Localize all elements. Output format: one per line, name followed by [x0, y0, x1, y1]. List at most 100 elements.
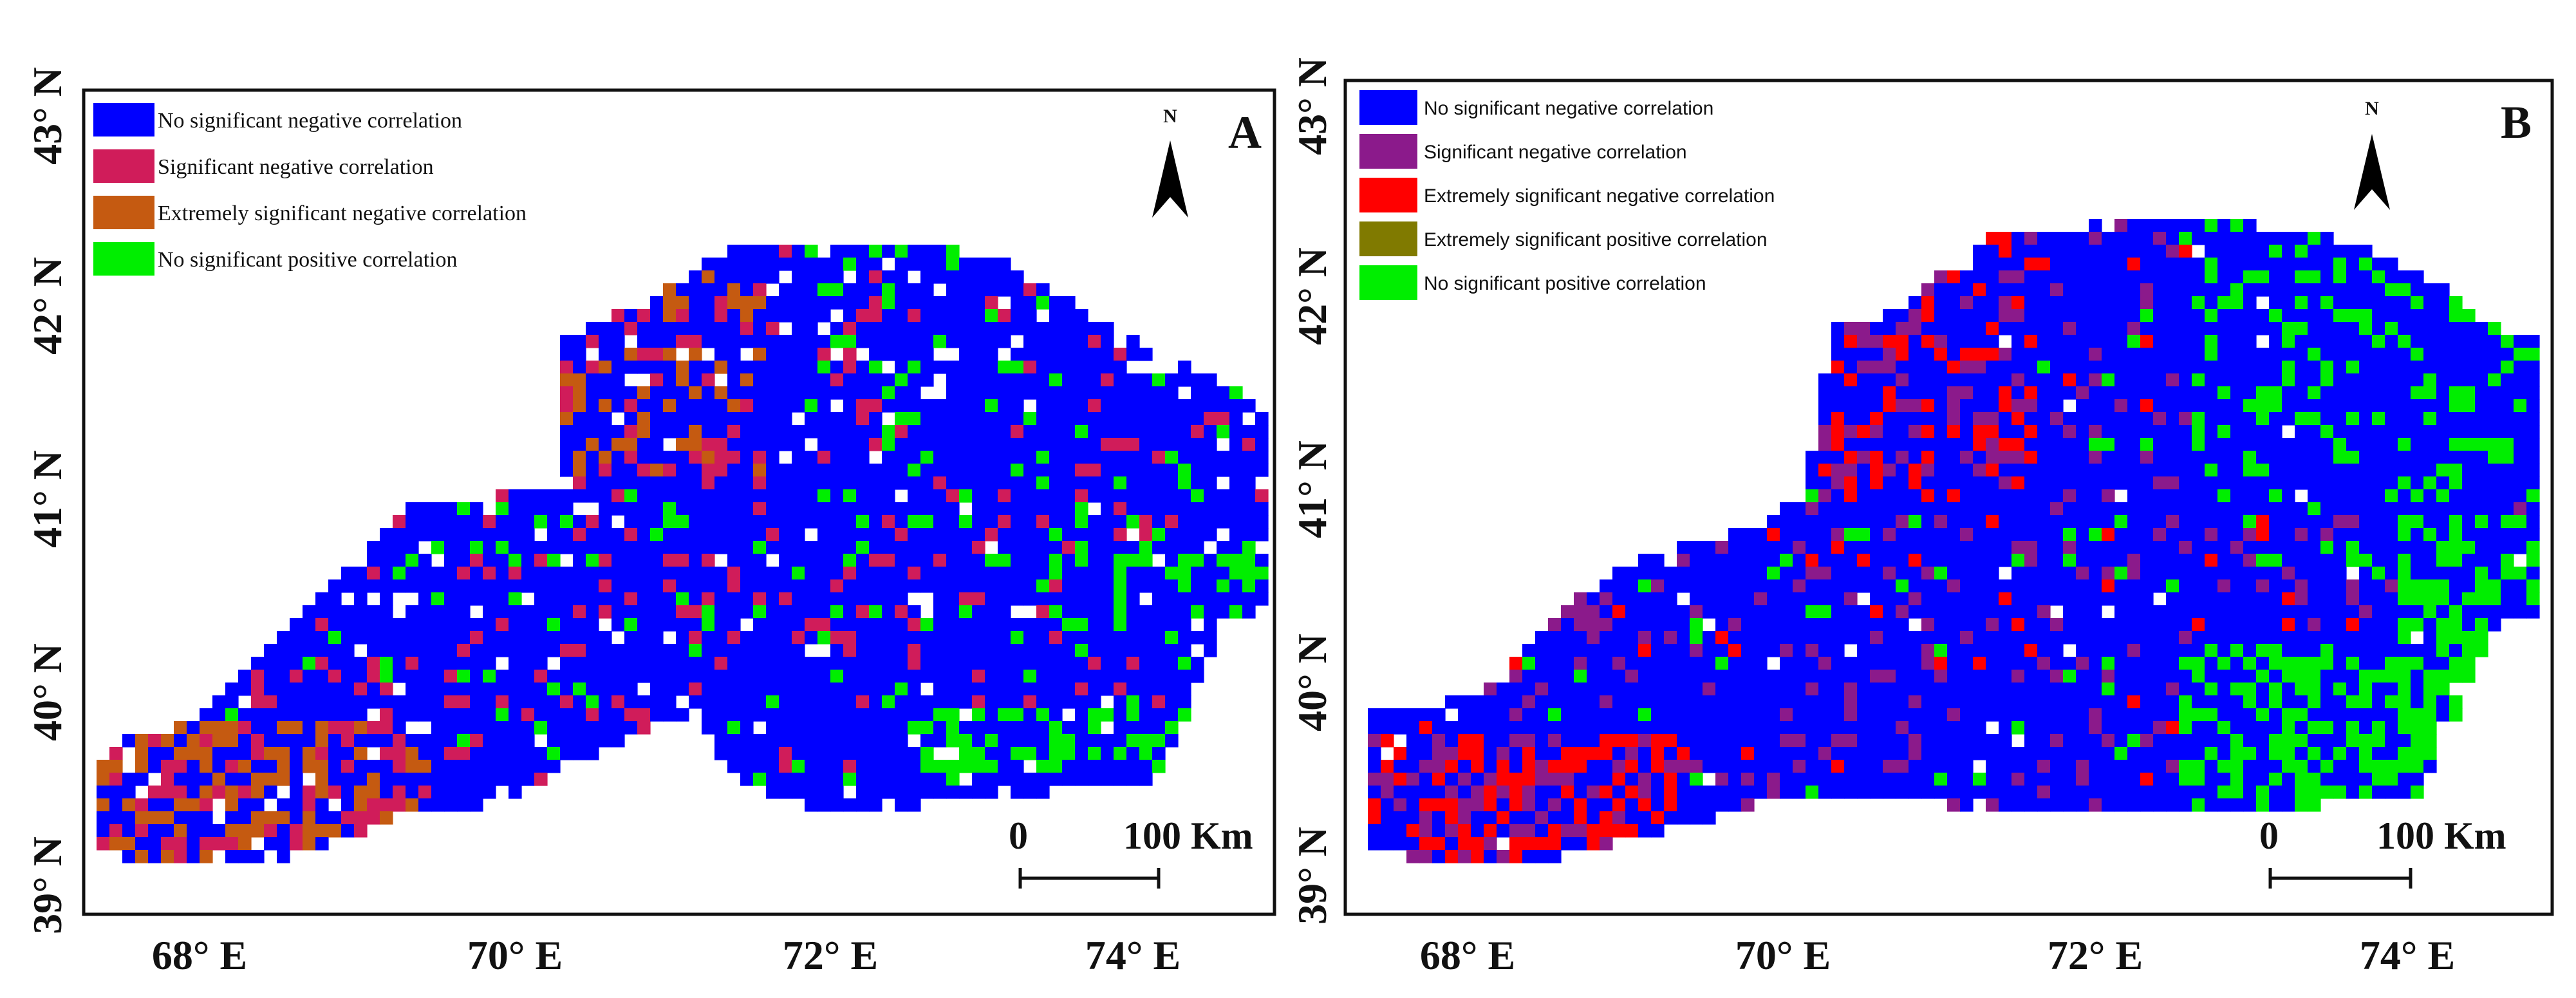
- raster-cell: [2076, 605, 2089, 619]
- raster-cell: [586, 373, 599, 387]
- raster-cell: [1715, 683, 1729, 696]
- raster-cell: [1101, 747, 1114, 760]
- raster-cell: [714, 515, 728, 529]
- raster-cell: [1999, 708, 2012, 722]
- raster-cell: [1011, 541, 1024, 554]
- raster-cell: [1831, 644, 1845, 657]
- raster-cell: [148, 811, 162, 825]
- raster-cell: [714, 399, 728, 413]
- raster-cell: [1960, 695, 1974, 709]
- raster-cell: [1960, 322, 1974, 335]
- raster-cell: [611, 657, 625, 670]
- raster-cell: [2192, 554, 2205, 567]
- raster-cell: [805, 335, 818, 348]
- raster-cell: [599, 322, 612, 335]
- raster-cell: [2102, 283, 2115, 297]
- raster-cell: [727, 515, 741, 529]
- raster-cell: [1857, 348, 1871, 361]
- raster-cell: [1831, 476, 1845, 490]
- raster-cell: [1999, 438, 2012, 451]
- raster-cell: [1844, 528, 1858, 541]
- raster-cell: [187, 760, 200, 773]
- raster-cell: [1114, 579, 1127, 593]
- raster-cell: [702, 425, 715, 438]
- raster-cell: [611, 734, 625, 748]
- raster-cell: [998, 721, 1011, 735]
- raster-cell: [779, 348, 792, 361]
- raster-cell: [830, 567, 844, 580]
- raster-cell: [1690, 811, 1703, 825]
- raster-cell: [1126, 644, 1140, 657]
- raster-cell: [1023, 412, 1037, 426]
- raster-cell: [1896, 618, 1909, 632]
- raster-cell: [972, 683, 985, 696]
- raster-cell: [2243, 245, 2257, 258]
- raster-cell: [1921, 296, 1935, 310]
- raster-cell: [1368, 824, 1381, 838]
- raster-cell: [2037, 798, 2051, 812]
- raster-cell: [1075, 579, 1088, 593]
- raster-cell: [1406, 721, 1420, 735]
- raster-cell: [1767, 605, 1780, 619]
- raster-cell: [2011, 361, 2025, 374]
- raster-cell: [2320, 283, 2334, 297]
- raster-cell: [341, 786, 355, 799]
- raster-cell: [200, 811, 213, 825]
- raster-cell: [315, 670, 329, 683]
- raster-cell: [2102, 592, 2115, 606]
- raster-cell: [277, 837, 290, 851]
- raster-cell: [1960, 476, 1974, 490]
- raster-cell: [2037, 425, 2051, 438]
- raster-cell: [908, 373, 921, 387]
- raster-cell: [676, 399, 689, 413]
- raster-cell: [624, 670, 638, 683]
- raster-cell: [1767, 554, 1780, 567]
- raster-cell: [2333, 489, 2347, 503]
- raster-cell: [1793, 567, 1806, 580]
- raster-cell: [650, 489, 664, 503]
- raster-cell: [1844, 592, 1858, 606]
- raster-cell: [1715, 618, 1729, 632]
- raster-cell: [2217, 489, 2231, 503]
- raster-cell: [792, 309, 805, 323]
- raster-cell: [1101, 708, 1114, 722]
- raster-cell: [1036, 412, 1050, 426]
- raster-cell: [766, 579, 779, 593]
- raster-cell: [2153, 798, 2167, 812]
- raster-cell: [1522, 747, 1536, 760]
- raster-cell: [714, 683, 728, 696]
- raster-cell: [2192, 567, 2205, 580]
- raster-cell: [895, 502, 908, 516]
- raster-cell: [702, 528, 715, 541]
- raster-cell: [2256, 361, 2270, 374]
- raster-cell: [1101, 579, 1114, 593]
- raster-cell: [2050, 451, 2064, 464]
- raster-cell: [2024, 232, 2038, 245]
- raster-cell: [1844, 335, 1858, 348]
- raster-cell: [509, 489, 522, 503]
- raster-cell: [740, 592, 754, 606]
- raster-cell: [2076, 232, 2089, 245]
- raster-cell: [766, 515, 779, 529]
- raster-cell: [998, 592, 1011, 606]
- raster-cell: [444, 721, 458, 735]
- raster-cell: [1011, 425, 1024, 438]
- raster-cell: [2282, 760, 2295, 773]
- raster-cell: [805, 567, 818, 580]
- raster-cell: [1844, 618, 1858, 632]
- raster-cell: [2230, 567, 2244, 580]
- raster-cell: [367, 683, 380, 696]
- raster-cell: [766, 451, 779, 464]
- scale-distance-label: 100 Km: [1123, 814, 1253, 857]
- raster-cell: [1754, 695, 1768, 709]
- raster-cell: [2037, 695, 2051, 709]
- raster-cell: [869, 399, 882, 413]
- raster-cell: [908, 605, 921, 619]
- raster-cell: [2179, 309, 2192, 323]
- raster-cell: [2243, 554, 2257, 567]
- raster-cell: [817, 258, 831, 271]
- raster-cell: [2140, 644, 2154, 657]
- raster-cell: [1139, 605, 1153, 619]
- raster-cell: [1368, 747, 1381, 760]
- raster-cell: [1844, 670, 1858, 683]
